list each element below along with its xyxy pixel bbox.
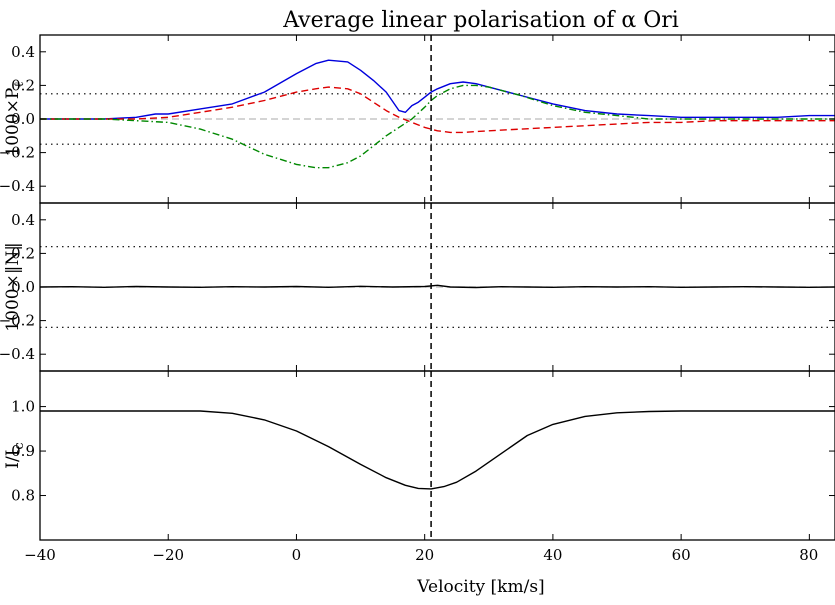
y-tick-label: 0.0: [11, 278, 35, 296]
x-axis: −40 −20 0 20 40 60 80: [24, 546, 818, 564]
panel-frame: [39, 370, 835, 541]
y-axis-label: I/Ic: [3, 442, 27, 468]
series-line-green: [40, 84, 835, 169]
series-line-intensity: [40, 410, 835, 490]
x-tick-label: −40: [24, 546, 56, 564]
x-tick-label: −20: [152, 546, 184, 564]
x-tick-label: 40: [543, 546, 562, 564]
y-tick-label: 0.8: [11, 487, 35, 505]
series-line-blue: [40, 59, 835, 120]
x-tick-label: 20: [415, 546, 434, 564]
panel-intensity: 1.0 0.9 0.8 I/Ic: [3, 370, 835, 541]
y-tick-label: 0.0: [11, 110, 35, 128]
y-axis-label-main: 1000×P: [3, 88, 23, 157]
y-tick-label: −0.2: [0, 312, 35, 330]
y-tick-label: 0.2: [11, 76, 35, 94]
y-tick-label: −0.4: [0, 345, 35, 363]
y-tick-label: 1.0: [11, 398, 35, 416]
x-tick-label: 80: [799, 546, 818, 564]
panels: 0.4 0.2 0.0 −0.2 −0.4 1000×Pℓ 0.4 0.2 0.0 −0.2 −0.…: [0, 34, 835, 541]
chart-title: Average linear polarisation of α Ori: [282, 8, 679, 33]
y-axis-label-subscript: ℓ: [12, 81, 27, 87]
series-line-red: [40, 86, 835, 134]
y-axis-label-subscript: c: [12, 442, 27, 449]
x-axis-label: Velocity [km/s]: [416, 577, 544, 597]
y-axis-label-main: 1000×‖N‖: [3, 242, 23, 331]
x-tick-label: 60: [672, 546, 691, 564]
y-tick-label: 0.4: [11, 211, 35, 229]
y-axis-label-main: I/I: [3, 450, 23, 469]
y-tick-label: −0.4: [0, 177, 35, 195]
y-axis-label: 1000×Pℓ: [3, 81, 27, 156]
y-tick-label: −0.2: [0, 144, 35, 162]
y-tick-label: 0.2: [11, 244, 35, 262]
series-line-null: [39, 284, 835, 289]
y-axis-label: 1000×‖N‖: [3, 242, 23, 331]
panel-null: 0.4 0.2 0.0 −0.2 −0.4 1000×‖N‖: [0, 202, 835, 372]
x-tick-label: 0: [292, 546, 302, 564]
y-tick-label: 0.4: [11, 43, 35, 61]
y-tick-label: 0.9: [11, 442, 35, 460]
panel-pl: 0.4 0.2 0.0 −0.2 −0.4 1000×Pℓ: [0, 34, 835, 204]
